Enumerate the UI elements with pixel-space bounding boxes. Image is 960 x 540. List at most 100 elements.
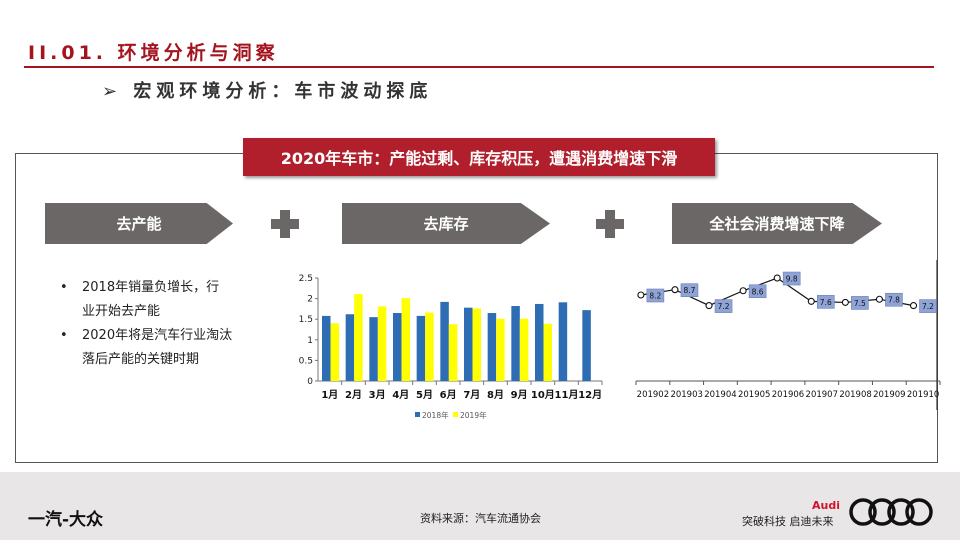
x-tick-label: 7月 bbox=[463, 389, 480, 401]
footer-bar bbox=[0, 472, 960, 540]
page-subtitle: ➢ 宏观环境分析：车市波动探底 bbox=[102, 81, 433, 102]
y-tick-label: 0 bbox=[307, 377, 313, 387]
x-tick-label: 201909 bbox=[873, 390, 905, 400]
x-tick-label: 8月 bbox=[487, 389, 504, 401]
x-tick-label: 1月 bbox=[321, 389, 338, 401]
bar-2019年-10月 bbox=[543, 323, 552, 381]
legend-swatch bbox=[415, 412, 420, 417]
x-tick-label: 10月 bbox=[531, 389, 555, 401]
bar-2018年-7月 bbox=[464, 307, 473, 381]
bar-2018年-11月 bbox=[558, 302, 568, 381]
data-label: 8.2 bbox=[649, 292, 661, 301]
data-point bbox=[875, 295, 883, 303]
plus-icon bbox=[596, 210, 624, 238]
bar-2019年-3月 bbox=[377, 306, 387, 381]
bar-2019年-7月 bbox=[472, 308, 481, 381]
data-point bbox=[773, 274, 781, 282]
bar-2019年-5月 bbox=[425, 312, 434, 381]
bar-2018年-9月 bbox=[511, 306, 520, 381]
data-label-box bbox=[680, 283, 699, 298]
bar-2018年-2月 bbox=[345, 314, 355, 381]
arrow-label-capacity: 去产能 bbox=[45, 203, 233, 244]
audi-wordmark: Audi bbox=[812, 499, 840, 512]
data-point bbox=[841, 298, 849, 306]
data-label: 8.7 bbox=[683, 286, 695, 295]
bar-2018年-1月 bbox=[322, 315, 331, 381]
x-tick-label: 201908 bbox=[839, 390, 871, 400]
legend-swatch bbox=[453, 412, 458, 417]
x-tick-label: 5月 bbox=[416, 389, 433, 401]
y-tick-label: 0.5 bbox=[299, 356, 313, 366]
x-tick-label: 201904 bbox=[704, 390, 736, 400]
bar-2019年-9月 bbox=[519, 318, 529, 381]
data-label-box bbox=[851, 296, 869, 310]
source-note: 资料来源：汽车流通协会 bbox=[420, 512, 541, 525]
data-point bbox=[637, 291, 645, 299]
data-label: 7.5 bbox=[854, 299, 866, 308]
bar-2019年-4月 bbox=[401, 298, 410, 381]
data-label: 7.2 bbox=[718, 302, 730, 311]
y-tick-label: 2 bbox=[307, 295, 313, 305]
headline-banner: 2020年车市：产能过剩、库存积压，遭遇消费增速下滑 bbox=[243, 138, 715, 176]
sales-bar-chart: 0 0.5 1 1.5 2 2.5 1月 2月 3月 4月 5月 6月 7月 8月 9月 10月 11月 12月 2… bbox=[299, 274, 603, 420]
bar-2018年-10月 bbox=[535, 303, 544, 381]
y-tick-label: 2.5 bbox=[299, 274, 313, 284]
title-divider bbox=[24, 66, 934, 68]
bullet-item: 2018年销量负增长，行业开始去产能 bbox=[60, 276, 230, 324]
bullet-item: 2020年将是汽车行业淘汰落后产能的关键时期 bbox=[60, 324, 245, 372]
bar-2019年-1月 bbox=[330, 323, 339, 381]
x-tick-label: 12月 bbox=[578, 389, 602, 401]
data-label: 7.8 bbox=[888, 296, 900, 305]
bar-2019年-8月 bbox=[496, 318, 505, 381]
data-label: 7.6 bbox=[820, 298, 832, 307]
x-tick-label: 4月 bbox=[392, 389, 409, 401]
bar-2018年-4月 bbox=[393, 313, 402, 381]
plus-icon bbox=[271, 210, 299, 238]
data-point bbox=[739, 287, 747, 295]
y-tick-label: 1.5 bbox=[299, 315, 313, 325]
x-tick-label: 9月 bbox=[511, 389, 528, 401]
slogan: 突破科技 启迪未来 bbox=[742, 515, 834, 528]
x-tick-label: 201906 bbox=[772, 390, 804, 400]
data-point bbox=[671, 286, 679, 294]
data-label: 9.8 bbox=[786, 275, 798, 284]
data-label-box bbox=[782, 271, 801, 286]
x-tick-label: 201905 bbox=[738, 390, 770, 400]
x-tick-label: 201910 bbox=[907, 390, 939, 400]
data-point bbox=[909, 302, 918, 310]
x-tick-label: 201903 bbox=[670, 390, 702, 400]
data-label-box bbox=[748, 284, 767, 299]
data-label-box bbox=[714, 299, 733, 313]
x-tick-label: 6月 bbox=[440, 389, 457, 401]
arrow-label-inventory: 去库存 bbox=[342, 203, 550, 244]
page-title: II.01. 环境分析与洞察 bbox=[28, 42, 279, 64]
bar-2018年-12月 bbox=[582, 310, 591, 381]
data-label: 7.2 bbox=[922, 302, 934, 311]
data-point bbox=[705, 302, 713, 310]
legend-label: 2018年 bbox=[422, 410, 449, 420]
bar-2019年-2月 bbox=[354, 294, 363, 381]
bar-2018年-8月 bbox=[487, 313, 497, 381]
bullet-list: 2018年销量负增长，行业开始去产能 2020年将是汽车行业淘汰落后产能的关键时… bbox=[60, 276, 245, 372]
audi-rings-logo bbox=[849, 498, 933, 526]
x-tick-label: 2月 bbox=[345, 389, 362, 401]
y-tick-label: 1 bbox=[307, 336, 313, 346]
data-label-box bbox=[646, 288, 665, 303]
data-point bbox=[807, 297, 815, 305]
x-tick-label: 11月 bbox=[555, 389, 579, 401]
x-tick-label: 201902 bbox=[637, 390, 669, 400]
data-label-box bbox=[919, 299, 937, 313]
data-label-box bbox=[885, 292, 903, 307]
x-tick-label: 201907 bbox=[806, 390, 838, 400]
legend-label: 2019年 bbox=[460, 410, 487, 420]
data-label: 8.6 bbox=[752, 287, 764, 296]
bar-2018年-6月 bbox=[440, 301, 449, 381]
data-label-box bbox=[816, 295, 835, 309]
bar-2019年-6月 bbox=[448, 324, 458, 381]
x-tick-label: 3月 bbox=[369, 389, 386, 401]
brand-logo: 一汽-大众 bbox=[28, 510, 104, 530]
bar-2018年-3月 bbox=[369, 317, 378, 381]
arrow-label-consumption: 全社会消费增速下降 bbox=[672, 203, 882, 244]
bar-2018年-5月 bbox=[416, 315, 426, 381]
